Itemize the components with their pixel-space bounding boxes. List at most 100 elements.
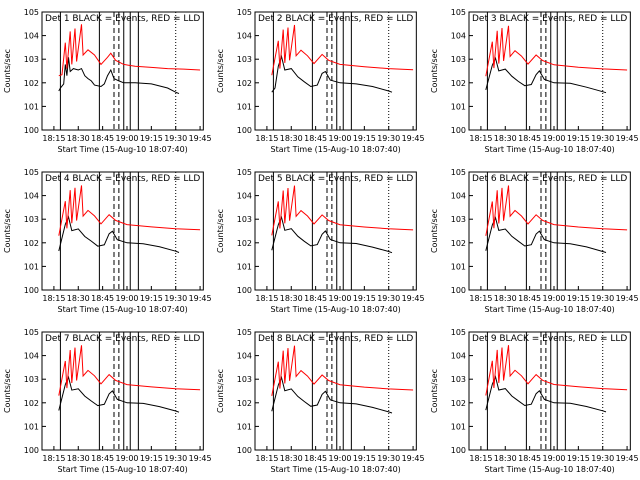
series-line-lld <box>58 185 201 236</box>
plot-frame <box>254 171 418 291</box>
y-tick-label: 102 <box>237 399 252 408</box>
panel-title: Det 2 BLACK = Events, RED = LLD <box>258 14 413 24</box>
series-line-events <box>271 215 393 254</box>
y-tick-label: 100 <box>24 446 39 455</box>
x-tick-label: 18:30 <box>280 454 303 463</box>
x-tick-label: 19:30 <box>378 454 401 463</box>
x-axis-label: Start Time (15-Aug-10 18:07:40) <box>271 145 401 154</box>
x-tick-label: 19:30 <box>164 454 187 463</box>
y-axis-label: Counts/sec <box>430 209 439 253</box>
x-tick-label: 19:15 <box>567 454 590 463</box>
x-axis-label: Start Time (15-Aug-10 18:07:40) <box>484 305 614 314</box>
x-tick-label: 18:15 <box>256 134 279 143</box>
x-tick-label: 18:15 <box>256 294 279 303</box>
x-tick-label: 19:00 <box>329 454 352 463</box>
x-tick-label: 19:15 <box>353 134 376 143</box>
x-tick-label: 19:15 <box>567 294 590 303</box>
x-tick-label: 18:15 <box>42 134 65 143</box>
y-tick-label: 103 <box>237 375 252 384</box>
x-tick-label: 19:00 <box>542 454 565 463</box>
x-tick-label: 18:30 <box>280 294 303 303</box>
series-line-events <box>484 216 606 253</box>
x-tick-label: 19:00 <box>115 134 138 143</box>
plot-frame <box>41 331 204 451</box>
y-axis-label: Counts/sec <box>216 369 225 413</box>
y-tick-label: 104 <box>24 192 39 201</box>
plot-frame <box>254 11 418 131</box>
x-tick-label: 19:45 <box>189 294 212 303</box>
y-tick-label: 105 <box>450 168 465 177</box>
x-tick-label: 19:45 <box>402 454 425 463</box>
y-tick-label: 102 <box>24 399 39 408</box>
x-tick-label: 18:15 <box>42 294 65 303</box>
y-tick-label: 105 <box>24 8 39 17</box>
x-tick-label: 18:45 <box>518 134 541 143</box>
x-tick-label: 19:45 <box>615 134 638 143</box>
y-tick-label: 100 <box>450 446 465 455</box>
x-tick-label: 19:30 <box>591 134 614 143</box>
y-axis-label: Counts/sec <box>216 49 225 93</box>
x-tick-label: 19:15 <box>140 134 163 143</box>
y-tick-label: 104 <box>237 352 252 361</box>
plot-frame <box>468 331 631 451</box>
y-tick-label: 105 <box>237 328 252 337</box>
plot-frame <box>41 11 204 131</box>
x-tick-label: 19:30 <box>164 134 187 143</box>
y-tick-label: 101 <box>24 422 39 431</box>
y-tick-label: 100 <box>450 286 465 295</box>
panel-title: Det 8 BLACK = Events, RED = LLD <box>258 334 413 344</box>
plot-frame <box>468 11 631 131</box>
x-tick-label: 18:15 <box>469 294 492 303</box>
x-axis-label: Start Time (15-Aug-10 18:07:40) <box>58 305 188 314</box>
y-tick-label: 100 <box>237 126 252 135</box>
x-tick-label: 18:45 <box>91 454 114 463</box>
y-tick-label: 101 <box>450 102 465 111</box>
series-line-lld <box>58 24 201 77</box>
series-line-events <box>58 215 180 253</box>
y-tick-label: 103 <box>237 55 252 64</box>
series-line-events <box>484 375 606 413</box>
panel-title: Det 7 BLACK = Events, RED = LLD <box>45 334 200 344</box>
y-tick-label: 102 <box>237 79 252 88</box>
series-line-lld <box>271 185 414 236</box>
y-tick-label: 101 <box>237 102 252 111</box>
y-axis-label: Counts/sec <box>430 49 439 93</box>
y-axis-label: Counts/sec <box>3 209 12 253</box>
y-tick-label: 102 <box>450 79 465 88</box>
x-tick-label: 18:30 <box>493 454 516 463</box>
x-tick-label: 18:30 <box>493 134 516 143</box>
x-tick-label: 18:15 <box>469 454 492 463</box>
x-axis-label: Start Time (15-Aug-10 18:07:40) <box>58 145 188 154</box>
y-axis-label: Counts/sec <box>3 49 12 93</box>
plot-frame <box>468 171 631 291</box>
y-tick-label: 102 <box>24 239 39 248</box>
x-tick-label: 18:15 <box>469 134 492 143</box>
panel-title: Det 3 BLACK = Events, RED = LLD <box>472 14 627 24</box>
x-tick-label: 18:30 <box>67 294 90 303</box>
x-tick-label: 18:45 <box>304 454 327 463</box>
y-tick-label: 101 <box>450 422 465 431</box>
plot-frame <box>254 331 418 451</box>
x-tick-label: 18:45 <box>304 134 327 143</box>
y-tick-label: 105 <box>450 8 465 17</box>
x-tick-label: 19:30 <box>378 134 401 143</box>
series-line-events <box>484 56 606 94</box>
y-tick-label: 101 <box>237 262 252 271</box>
x-tick-label: 19:30 <box>378 294 401 303</box>
series-line-lld <box>484 345 627 396</box>
y-tick-label: 101 <box>237 422 252 431</box>
y-tick-label: 104 <box>237 32 252 41</box>
y-tick-label: 100 <box>237 446 252 455</box>
x-tick-label: 19:00 <box>542 294 565 303</box>
x-tick-label: 19:00 <box>329 134 352 143</box>
x-tick-label: 19:45 <box>402 294 425 303</box>
y-tick-label: 105 <box>237 8 252 17</box>
plot-frame <box>41 171 204 291</box>
x-tick-label: 19:45 <box>189 454 212 463</box>
